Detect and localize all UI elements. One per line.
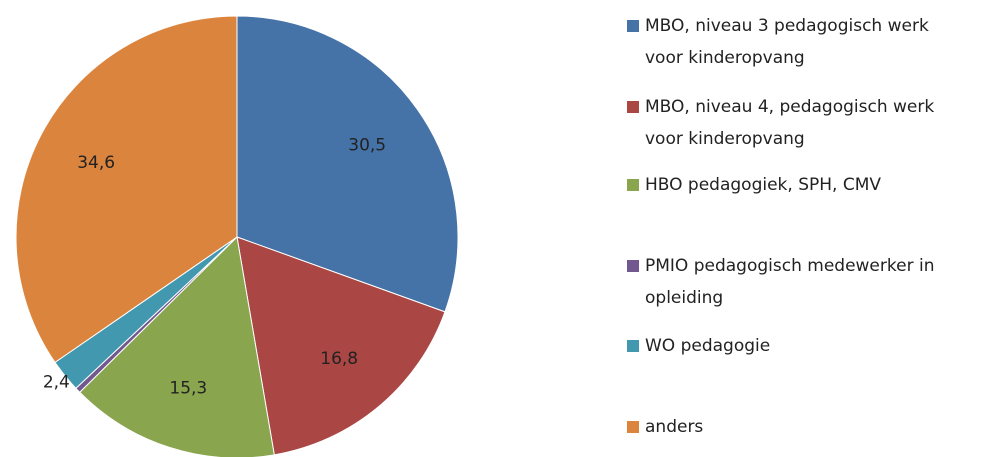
legend-item: HBO pedagogiek, SPH, CMV <box>627 169 957 201</box>
data-label: 16,8 <box>320 349 358 369</box>
legend-item: MBO, niveau 4, pedagogisch werk voor kin… <box>627 91 957 155</box>
legend-swatch <box>627 179 639 191</box>
legend-label: WO pedagogie <box>645 336 771 356</box>
legend-swatch <box>627 260 639 272</box>
legend-swatch <box>627 101 639 113</box>
pie: 30,5 16,8 15,3 2,4 34,6 <box>15 15 459 457</box>
data-label: 2,4 <box>43 373 70 393</box>
legend-item: anders <box>627 411 957 443</box>
data-label: 30,5 <box>348 136 386 156</box>
legend-swatch <box>627 20 639 32</box>
legend-label: HBO pedagogiek, SPH, CMV <box>645 175 882 195</box>
pie-slice <box>79 235 275 457</box>
legend-label: MBO, niveau 4, pedagogisch werk voor kin… <box>645 97 935 149</box>
pie-slice <box>236 15 459 313</box>
legend-item: WO pedagogie <box>627 330 957 362</box>
legend-item: PMIO pedagogisch medewerker in opleiding <box>627 250 957 314</box>
pie-slice <box>236 236 446 456</box>
pie-slice <box>15 15 238 364</box>
legend-label: PMIO pedagogisch medewerker in opleiding <box>645 256 935 308</box>
data-label: 15,3 <box>169 378 207 398</box>
legend-label: anders <box>645 417 704 437</box>
legend-swatch <box>627 340 639 352</box>
legend-item: MBO, niveau 3 pedagogisch werk voor kind… <box>627 10 957 74</box>
data-label: 34,6 <box>77 153 115 173</box>
legend-label: MBO, niveau 3 pedagogisch werk voor kind… <box>645 16 929 68</box>
legend-swatch <box>627 421 639 433</box>
